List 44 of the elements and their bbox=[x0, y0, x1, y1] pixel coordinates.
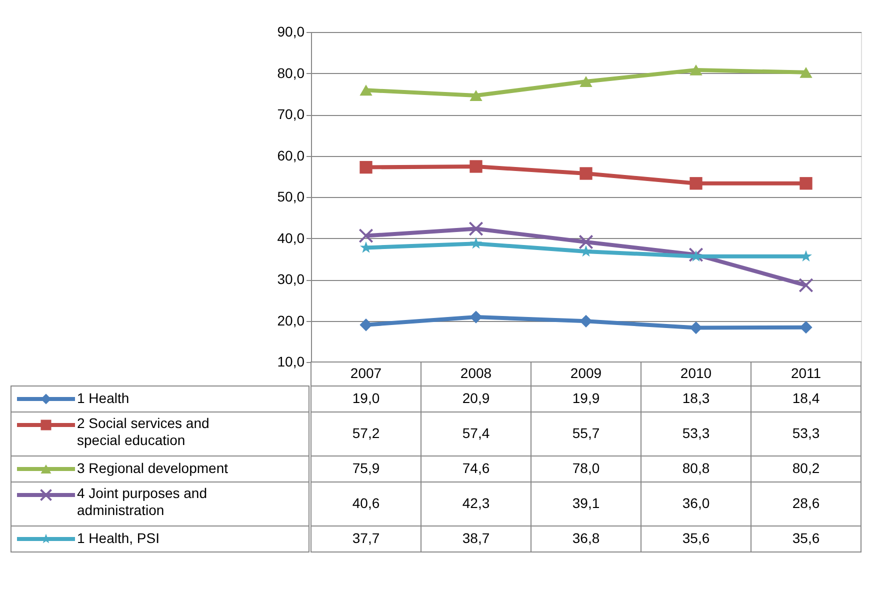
y-tick-label: 70,0 bbox=[277, 106, 305, 122]
data-label: 36,0 bbox=[682, 495, 710, 511]
data-label: 80,8 bbox=[682, 460, 710, 476]
x-tick-label: 2010 bbox=[680, 365, 712, 381]
legend-label: 2 Social services and special education bbox=[77, 415, 210, 448]
data-label: 37,7 bbox=[352, 530, 380, 546]
data-label: 78,0 bbox=[572, 460, 600, 476]
data-label: 39,1 bbox=[572, 495, 600, 511]
legend-label: 1 Health bbox=[77, 390, 130, 406]
data-label: 38,7 bbox=[462, 530, 490, 546]
x-tick-label: 2007 bbox=[350, 365, 382, 381]
data-label: 53,3 bbox=[792, 425, 820, 441]
data-label: 74,6 bbox=[462, 460, 490, 476]
data-label: 53,3 bbox=[682, 425, 710, 441]
y-tick-label: 90,0 bbox=[277, 24, 305, 40]
data-label: 42,3 bbox=[462, 495, 490, 511]
data-label: 35,6 bbox=[792, 530, 820, 546]
y-tick-label: 60,0 bbox=[277, 147, 305, 164]
data-label: 19,0 bbox=[352, 390, 380, 406]
data-label: 57,2 bbox=[352, 425, 380, 441]
data-label: 19,9 bbox=[572, 390, 600, 406]
data-label: 36,8 bbox=[572, 530, 600, 546]
data-label: 40,6 bbox=[352, 495, 380, 511]
data-label: 57,4 bbox=[462, 425, 490, 441]
legend-label: 1 Health, PSI bbox=[77, 530, 160, 546]
legend-label: 3 Regional development bbox=[77, 460, 228, 476]
y-tick-label: 80,0 bbox=[277, 64, 305, 81]
data-label: 28,6 bbox=[792, 495, 820, 511]
data-label: 75,9 bbox=[352, 460, 380, 476]
y-tick-label: 30,0 bbox=[277, 271, 305, 287]
data-label: 80,2 bbox=[792, 460, 820, 476]
legend-label: 4 Joint purposes and administration bbox=[77, 485, 207, 518]
data-label: 55,7 bbox=[572, 425, 600, 441]
data-label: 18,4 bbox=[792, 390, 820, 406]
y-tick-label: 50,0 bbox=[277, 188, 305, 204]
x-tick-label: 2011 bbox=[790, 365, 822, 381]
y-tick-label: 20,0 bbox=[277, 312, 305, 328]
data-label: 18,3 bbox=[682, 390, 710, 406]
y-tick-label: 10,0 bbox=[277, 354, 305, 370]
x-tick-label: 2009 bbox=[570, 365, 602, 381]
data-label: 20,9 bbox=[462, 390, 490, 406]
data-label: 35,6 bbox=[682, 530, 710, 546]
y-tick-label: 40,0 bbox=[277, 230, 305, 246]
x-tick-label: 2008 bbox=[460, 365, 492, 381]
